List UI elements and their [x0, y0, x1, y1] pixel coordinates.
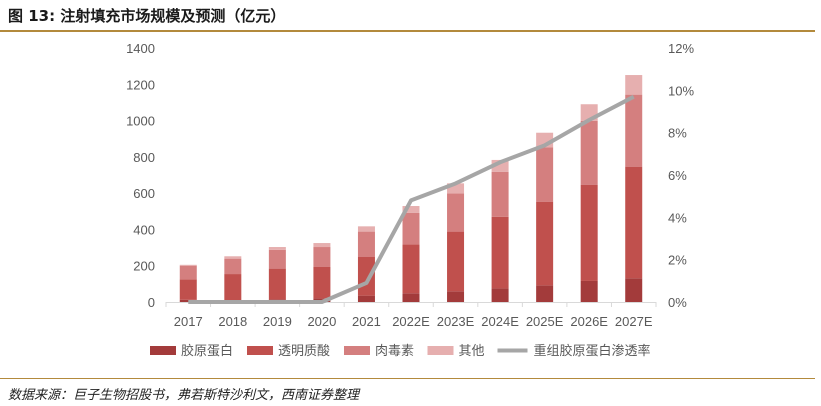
bar-3-2018 [224, 258, 242, 275]
bar-4-2020 [313, 243, 331, 248]
bar-2-2019 [268, 268, 286, 300]
legend-swatch [427, 346, 454, 355]
x-tick-label: 2023E [437, 314, 475, 329]
legend-label: 重组胶原蛋白渗透率 [534, 343, 651, 358]
legend-label: 肉毒素 [375, 343, 414, 358]
bar-2-2025E [536, 201, 554, 286]
bar-4-2024E [491, 159, 509, 172]
figure-title: 图 13: 注射填充市场规模及预测（亿元） [8, 7, 286, 25]
bar-3-2023E [447, 193, 465, 232]
y2-tick-label: 10% [668, 83, 694, 98]
legend-swatch [344, 346, 370, 355]
bar-4-2023E [447, 183, 465, 194]
bar-3-2026E [580, 120, 598, 185]
bar-2-2017 [179, 279, 197, 300]
x-tick-label: 2018 [218, 314, 247, 329]
x-tick-label: 2022E [392, 314, 430, 329]
source-divider [0, 378, 815, 379]
bar-1-2027E [625, 278, 643, 302]
y-tick-label: 600 [133, 186, 155, 201]
bar-2-2021 [357, 257, 375, 296]
x-tick-label: 2021 [352, 314, 381, 329]
x-tick-label: 2026E [570, 314, 608, 329]
y-tick-label: 800 [133, 150, 155, 165]
y2-tick-label: 4% [668, 210, 687, 225]
bar-4-2019 [268, 247, 286, 250]
bar-2-2022E [402, 244, 420, 294]
x-tick-label: 2025E [526, 314, 564, 329]
bar-1-2023E [447, 291, 465, 302]
bar-4-2022E [402, 206, 420, 213]
bar-4-2018 [224, 256, 242, 259]
bar-2-2020 [313, 266, 331, 299]
x-tick-label: 2024E [481, 314, 519, 329]
title-divider [0, 30, 815, 32]
legend-swatch [150, 346, 176, 355]
legend-label: 透明质酸 [278, 343, 330, 358]
bar-1-2021 [357, 295, 375, 302]
bar-3-2021 [357, 231, 375, 258]
legend-swatch [247, 346, 273, 355]
bar-3-2022E [402, 212, 420, 245]
y2-tick-label: 12% [668, 41, 694, 56]
bar-4-2017 [179, 264, 197, 266]
y2-tick-label: 6% [668, 168, 687, 183]
source-note: 数据来源：巨子生物招股书，弗若斯特沙利文，西南证券整理 [8, 388, 360, 403]
bar-3-2020 [313, 247, 331, 267]
y-tick-label: 200 [133, 259, 155, 274]
y-tick-label: 1200 [126, 77, 155, 92]
bar-4-2021 [357, 226, 375, 232]
x-tick-label: 2017 [174, 314, 203, 329]
y-tick-label: 1000 [126, 114, 155, 129]
bar-2-2027E [625, 166, 643, 279]
x-tick-label: 2027E [615, 314, 653, 329]
bar-4-2027E [625, 75, 643, 95]
bar-2-2023E [447, 231, 465, 292]
chart: 0 200 400 600 800 1000 1200 1400 0% 2% 4% 6% 8% 10% 12… [126, 41, 694, 358]
bar-1-2022E [402, 293, 420, 302]
x-tick-label: 2019 [263, 314, 292, 329]
bar-3-2024E [491, 171, 509, 217]
bar-3-2027E [625, 94, 643, 167]
bar-3-2025E [536, 147, 554, 202]
legend-label: 胶原蛋白 [181, 343, 233, 358]
y2-tick-label: 8% [668, 126, 687, 141]
bar-1-2026E [580, 280, 598, 302]
bar-2-2018 [224, 274, 242, 301]
x-tick-label: 2020 [307, 314, 336, 329]
bar-3-2017 [179, 265, 197, 280]
legend-label: 其他 [459, 343, 485, 358]
y-tick-label: 0 [148, 295, 155, 310]
y-tick-label: 1400 [126, 41, 155, 56]
bar-1-2024E [491, 288, 509, 302]
bar-3-2019 [268, 249, 286, 269]
y-tick-label: 400 [133, 222, 155, 237]
y2-tick-label: 0% [668, 295, 687, 310]
bar-2-2026E [580, 184, 598, 281]
y2-tick-label: 2% [668, 253, 687, 268]
bar-1-2025E [536, 285, 554, 302]
bar-2-2024E [491, 216, 509, 289]
